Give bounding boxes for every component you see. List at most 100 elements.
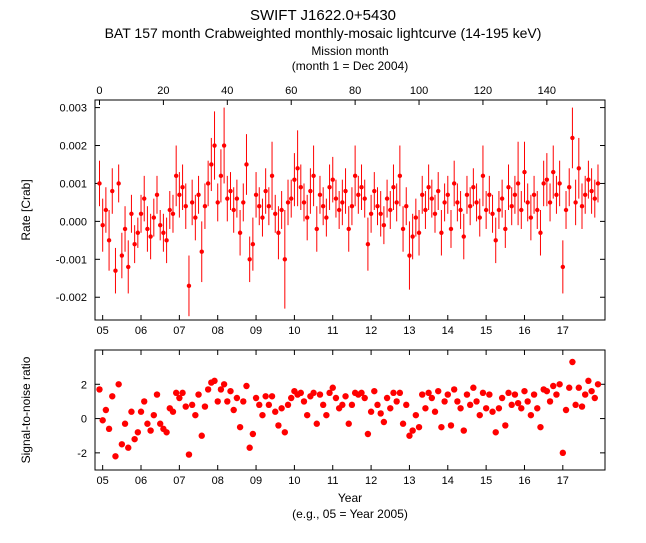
rate-point xyxy=(273,212,277,216)
snr-point xyxy=(374,402,380,408)
snr-point xyxy=(534,405,540,411)
rate-point xyxy=(187,284,191,288)
snr-point xyxy=(333,395,339,401)
snr-point xyxy=(192,412,198,418)
rate-point xyxy=(126,265,130,269)
snr-point xyxy=(451,386,457,392)
rate-point xyxy=(541,181,545,185)
rate-point xyxy=(513,193,517,197)
rate-point xyxy=(324,215,328,219)
snr-point xyxy=(531,391,537,397)
xtick-label: 13 xyxy=(403,325,415,337)
snr-point xyxy=(262,393,268,399)
rate-point xyxy=(142,196,146,200)
ytick-label: -0.001 xyxy=(56,254,87,266)
snr-point xyxy=(342,393,348,399)
snr-point xyxy=(323,412,329,418)
rate-point xyxy=(407,253,411,257)
snr-point xyxy=(141,398,147,404)
rate-point xyxy=(343,189,347,193)
snr-point xyxy=(278,405,284,411)
snr-point xyxy=(585,378,591,384)
rate-point xyxy=(331,177,335,181)
snr-point xyxy=(371,388,377,394)
rate-point xyxy=(200,250,204,254)
rate-point xyxy=(177,193,181,197)
xtick-label: 16 xyxy=(518,475,530,487)
snr-point xyxy=(509,402,515,408)
rate-point xyxy=(452,181,456,185)
rate-point xyxy=(420,193,424,197)
rate-point xyxy=(155,193,159,197)
snr-point xyxy=(205,386,211,392)
rate-point xyxy=(353,174,357,178)
snr-point xyxy=(275,422,281,428)
rate-point xyxy=(97,181,101,185)
snr-point xyxy=(550,383,556,389)
rate-point xyxy=(247,257,251,261)
rate-point xyxy=(174,174,178,178)
snr-point xyxy=(183,403,189,409)
snr-point xyxy=(579,403,585,409)
rate-point xyxy=(433,212,437,216)
snr-point xyxy=(438,424,444,430)
rate-point xyxy=(302,200,306,204)
snr-point xyxy=(230,407,236,413)
rate-point xyxy=(206,181,210,185)
snr-point xyxy=(253,395,259,401)
snr-point xyxy=(505,390,511,396)
rate-point xyxy=(548,200,552,204)
rate-point xyxy=(136,231,140,235)
rate-point xyxy=(257,204,261,208)
snr-point xyxy=(99,417,105,423)
xtick-label: 07 xyxy=(173,475,185,487)
rate-point xyxy=(462,234,466,238)
rate-point xyxy=(385,196,389,200)
xtick-label: 15 xyxy=(480,325,492,337)
rate-point xyxy=(311,174,315,178)
bottom-xlabel-1: Year xyxy=(338,491,362,505)
xtick-label: 11 xyxy=(327,325,338,337)
rate-point xyxy=(225,196,229,200)
snr-point xyxy=(259,412,265,418)
snr-point xyxy=(211,378,217,384)
snr-point xyxy=(349,402,355,408)
rate-point xyxy=(423,208,427,212)
snr-point xyxy=(499,395,505,401)
snr-point xyxy=(416,424,422,430)
rate-point xyxy=(401,227,405,231)
top-ylabel: Rate [Crab] xyxy=(19,179,33,240)
snr-point xyxy=(282,429,288,435)
xtick-label: 07 xyxy=(173,325,185,337)
snr-point xyxy=(403,402,409,408)
rate-point xyxy=(260,215,264,219)
rate-point xyxy=(158,223,162,227)
rate-point xyxy=(295,166,299,170)
snr-point xyxy=(272,409,278,415)
snr-point xyxy=(186,451,192,457)
snr-point xyxy=(473,398,479,404)
ytick-label: 0.001 xyxy=(59,178,87,190)
top-axis-label-2: (month 1 = Dec 2004) xyxy=(292,59,408,73)
rate-point xyxy=(299,185,303,189)
rate-point xyxy=(369,212,373,216)
rate-point xyxy=(231,208,235,212)
rate-point xyxy=(340,200,344,204)
rate-point xyxy=(359,185,363,189)
rate-point xyxy=(113,268,117,272)
snr-point xyxy=(365,431,371,437)
snr-point xyxy=(480,390,486,396)
snr-point xyxy=(227,388,233,394)
snr-point xyxy=(445,391,451,397)
rate-point xyxy=(410,234,414,238)
snr-point xyxy=(320,402,326,408)
bottom-xlabel-2: (e.g., 05 = Year 2005) xyxy=(292,507,408,521)
snr-point xyxy=(151,412,157,418)
rate-point xyxy=(107,238,111,242)
rate-point xyxy=(212,143,216,147)
xtick-label: 13 xyxy=(403,475,415,487)
rate-point xyxy=(484,208,488,212)
snr-point xyxy=(441,398,447,404)
snr-point xyxy=(122,421,128,427)
snr-point xyxy=(470,385,476,391)
